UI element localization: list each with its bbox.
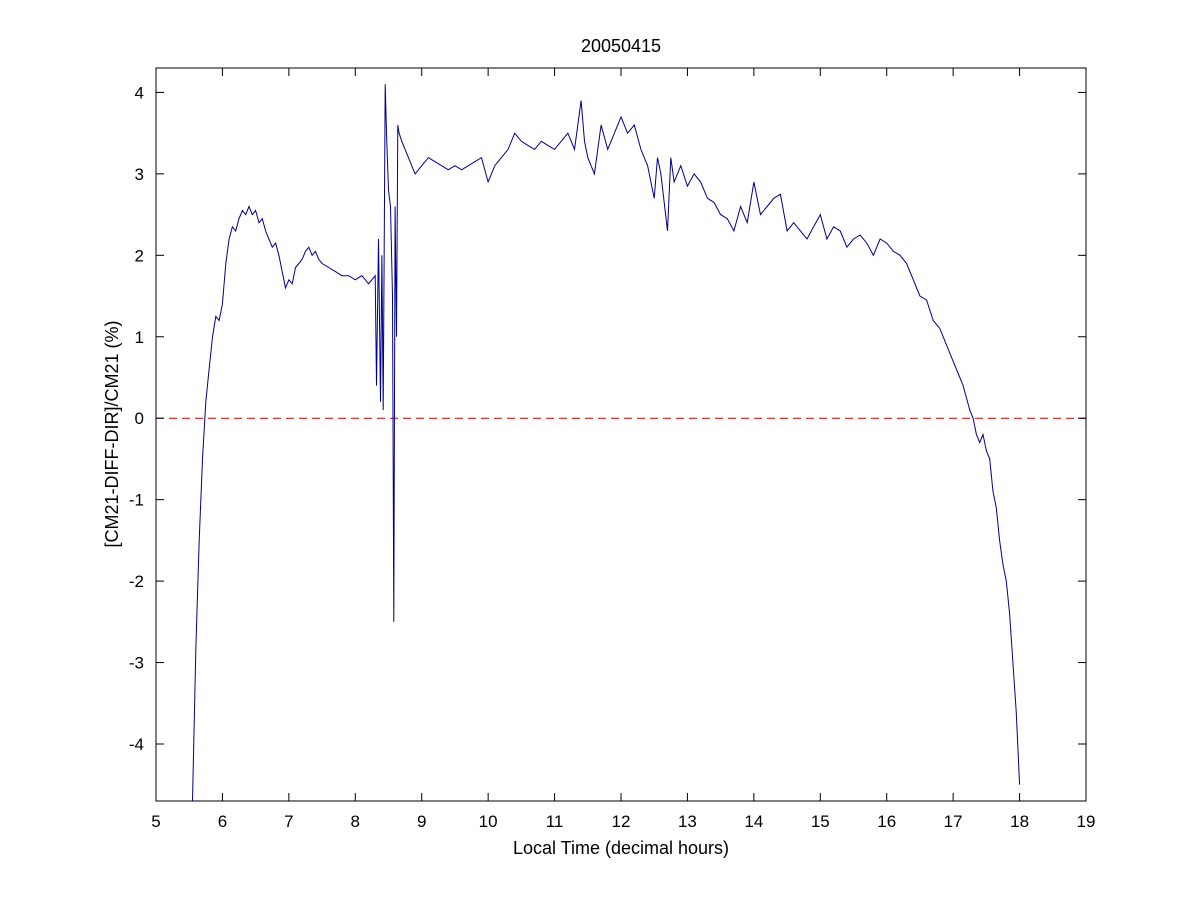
x-tick-label: 7 <box>284 812 293 831</box>
y-tick-label: -4 <box>129 735 144 754</box>
y-tick-label: -3 <box>129 654 144 673</box>
y-tick-label: 4 <box>135 83 144 102</box>
x-tick-label: 12 <box>612 812 631 831</box>
x-tick-label: 11 <box>546 812 564 831</box>
x-tick-label: 6 <box>218 812 227 831</box>
y-axis-title: [CM21-DIFF-DIR]/CM21 (%) <box>102 320 122 547</box>
series-line <box>192 84 1021 802</box>
y-tick-label: 2 <box>135 246 144 265</box>
x-tick-label: 9 <box>417 812 426 831</box>
x-tick-label: 14 <box>744 812 763 831</box>
x-axis-title: Local Time (decimal hours) <box>513 838 729 858</box>
x-tick-label: 18 <box>1010 812 1029 831</box>
x-tick-label: 19 <box>1077 812 1096 831</box>
x-tick-label: 8 <box>351 812 360 831</box>
x-tick-label: 16 <box>877 812 896 831</box>
y-tick-label: 3 <box>135 165 144 184</box>
chart-title: 20050415 <box>581 36 661 56</box>
plot-frame <box>155 67 1087 802</box>
x-tick-label: 15 <box>811 812 830 831</box>
x-tick-label: 5 <box>151 812 160 831</box>
plot-background <box>156 68 1086 801</box>
x-tick-label: 13 <box>678 812 697 831</box>
x-tick-label: 17 <box>944 812 963 831</box>
y-tick-label: 1 <box>135 328 144 347</box>
y-tick-label: 0 <box>135 409 144 428</box>
x-tick-label: 10 <box>479 812 498 831</box>
y-tick-label: -1 <box>129 491 144 510</box>
y-tick-label: -2 <box>129 572 144 591</box>
